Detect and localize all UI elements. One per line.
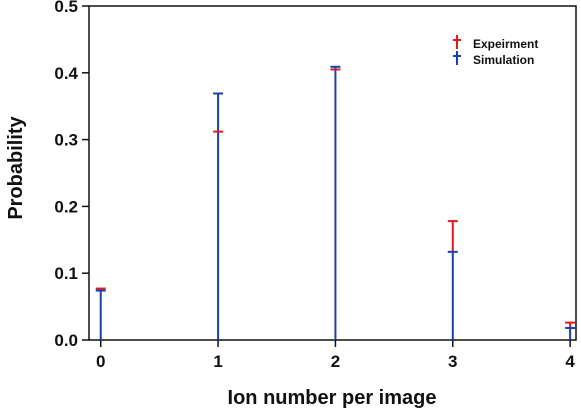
- x-tick-label: 3: [448, 352, 457, 371]
- plot-border: [88, 5, 577, 341]
- y-tick-label: 0.0: [54, 331, 78, 350]
- stem-lines: [99, 66, 572, 340]
- y-tick-label: 0.2: [54, 197, 78, 216]
- y-axis: 0.0 0.1 0.2 0.3 0.4 0.5: [54, 0, 89, 350]
- x-tick-label: 0: [96, 352, 105, 371]
- legend-simulation: Simulation: [453, 51, 534, 67]
- y-tick-label: 0.3: [54, 131, 78, 150]
- y-tick-label: 0.5: [54, 0, 78, 16]
- y-tick-label: 0.1: [54, 264, 78, 283]
- x-axis: 0 1 2 3 4: [96, 340, 575, 371]
- legend-experiment: Expeirment: [453, 35, 538, 51]
- x-tick-label: 1: [213, 352, 222, 371]
- x-tick-label: 2: [331, 352, 340, 371]
- x-axis-title: Ion number per image: [228, 387, 437, 409]
- legend-simulation-label: Simulation: [473, 53, 534, 67]
- data-markers: [95, 65, 576, 329]
- legend-experiment-label: Expeirment: [473, 37, 538, 51]
- x-tick-label: 4: [565, 352, 575, 371]
- legend: Expeirment Simulation: [453, 35, 538, 67]
- plot-frame: [88, 5, 577, 341]
- y-tick-label: 0.4: [54, 64, 78, 83]
- y-axis-title: Probability: [5, 115, 27, 219]
